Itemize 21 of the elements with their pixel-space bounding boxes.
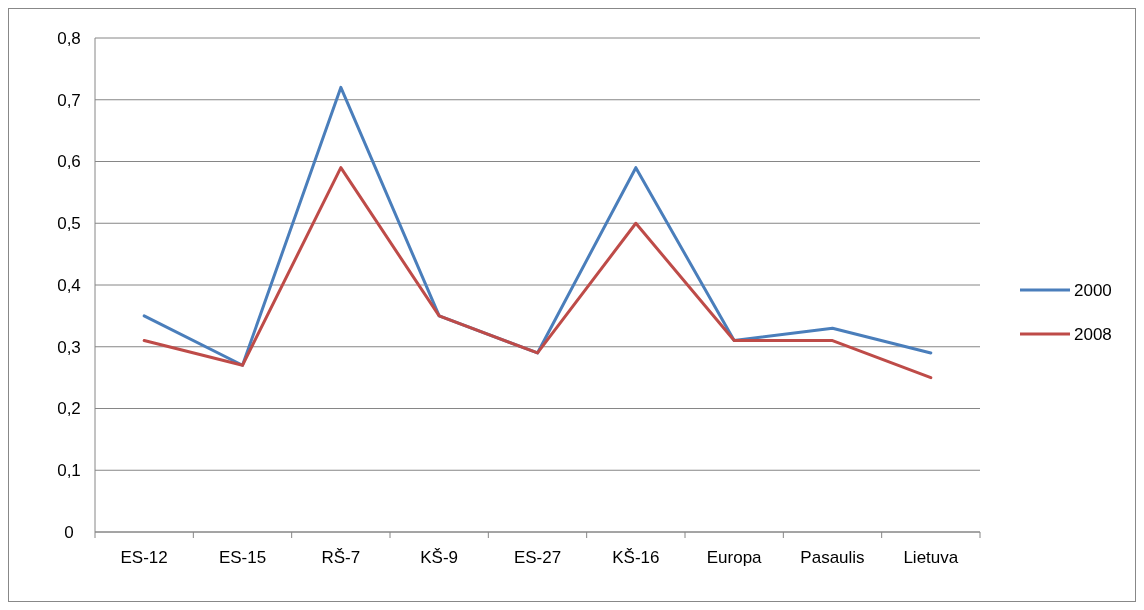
x-tick-label: ES-27 xyxy=(513,547,562,567)
x-tick-label: KŠ-16 xyxy=(612,547,660,567)
legend-label: 2000 xyxy=(1074,280,1112,300)
x-tick-label: ES-15 xyxy=(218,547,267,567)
y-tick-label: 0,3 xyxy=(57,337,81,357)
x-tick-label: RŠ-7 xyxy=(321,547,361,567)
y-tick-label: 0,1 xyxy=(57,461,81,481)
y-tick-label: 0,6 xyxy=(57,152,81,172)
y-tick-label: 0,5 xyxy=(57,214,81,234)
x-tick-label: Pasaulis xyxy=(800,547,865,567)
y-tick-label: 0,4 xyxy=(57,275,81,295)
x-tick-label: Europa xyxy=(706,547,763,567)
y-tick-label: 0 xyxy=(64,522,74,542)
x-tick-label: KŠ-9 xyxy=(420,547,459,567)
y-tick-label: 0,2 xyxy=(57,399,81,419)
legend-label: 2008 xyxy=(1074,324,1112,344)
y-tick-label: 0,8 xyxy=(57,28,81,48)
x-tick-label: ES-12 xyxy=(120,547,168,567)
x-tick-label: Lietuva xyxy=(903,547,959,567)
y-tick-label: 0,7 xyxy=(57,90,81,110)
line-series xyxy=(142,166,933,380)
